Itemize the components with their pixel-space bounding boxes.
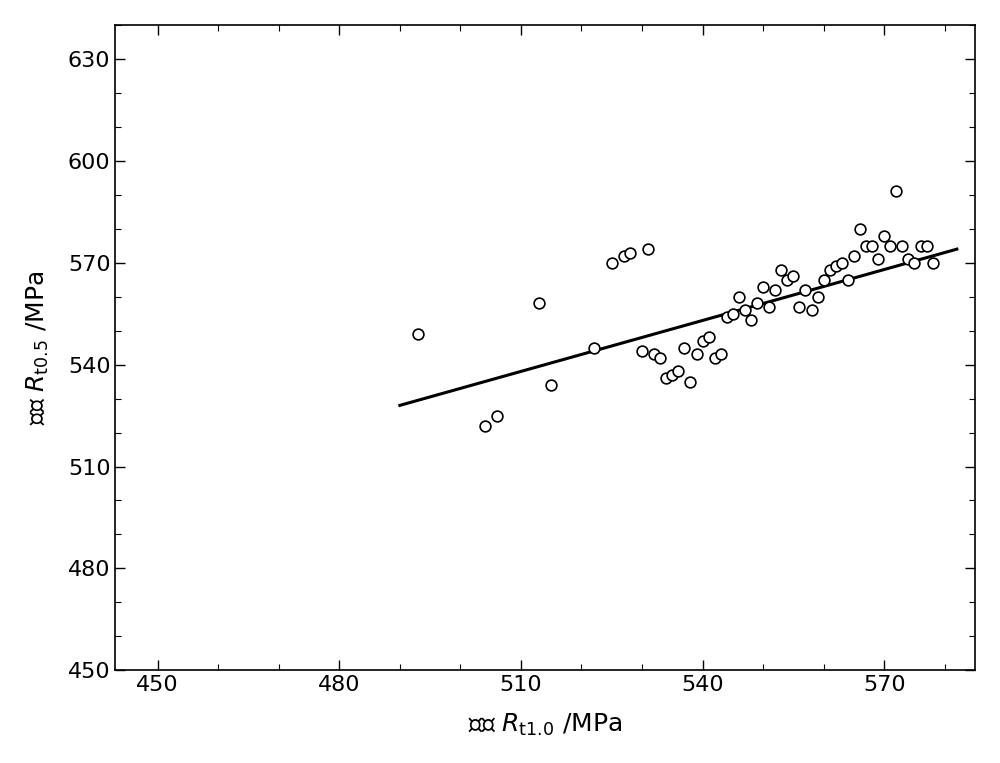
Point [767, 284, 783, 296]
Point [749, 298, 765, 310]
Point [773, 263, 789, 275]
Point [828, 260, 844, 272]
Point [913, 240, 929, 252]
Point [876, 230, 892, 242]
Point [761, 301, 777, 313]
Point [882, 240, 898, 252]
Point [658, 372, 674, 385]
Point [586, 342, 602, 354]
Point [858, 240, 874, 252]
Point [785, 270, 801, 282]
X-axis label: 鈢板 $R_{\mathrm{t1.0}}$ /MPa: 鈢板 $R_{\mathrm{t1.0}}$ /MPa [468, 712, 622, 738]
Point [664, 369, 680, 381]
Point [743, 314, 759, 327]
Point [477, 420, 493, 432]
Y-axis label: 鈢管 $R_{\mathrm{t0.5}}$ /MPa: 鈢管 $R_{\mathrm{t0.5}}$ /MPa [25, 271, 51, 425]
Point [894, 240, 910, 252]
Point [810, 291, 826, 303]
Point [834, 256, 850, 269]
Point [410, 328, 426, 340]
Point [701, 331, 717, 343]
Point [888, 185, 904, 198]
Point [616, 250, 632, 262]
Point [925, 256, 941, 269]
Point [634, 345, 650, 357]
Point [804, 304, 820, 317]
Point [695, 335, 711, 347]
Point [919, 240, 935, 252]
Point [731, 291, 747, 303]
Point [719, 311, 735, 324]
Point [713, 349, 729, 361]
Point [682, 375, 698, 388]
Point [737, 304, 753, 317]
Point [906, 256, 922, 269]
Point [852, 223, 868, 235]
Point [864, 240, 880, 252]
Point [840, 274, 856, 286]
Point [531, 298, 547, 310]
Point [670, 365, 686, 378]
Point [489, 410, 505, 422]
Point [846, 250, 862, 262]
Point [822, 263, 838, 275]
Point [640, 243, 656, 256]
Point [870, 253, 886, 266]
Point [755, 280, 771, 292]
Point [779, 274, 795, 286]
Point [725, 307, 741, 320]
Point [604, 256, 620, 269]
Point [543, 379, 559, 391]
Point [797, 284, 813, 296]
Point [676, 342, 692, 354]
Point [900, 253, 916, 266]
Point [816, 274, 832, 286]
Point [791, 301, 807, 313]
Point [646, 349, 662, 361]
Point [622, 246, 638, 259]
Point [707, 352, 723, 364]
Point [652, 352, 668, 364]
Point [689, 349, 705, 361]
